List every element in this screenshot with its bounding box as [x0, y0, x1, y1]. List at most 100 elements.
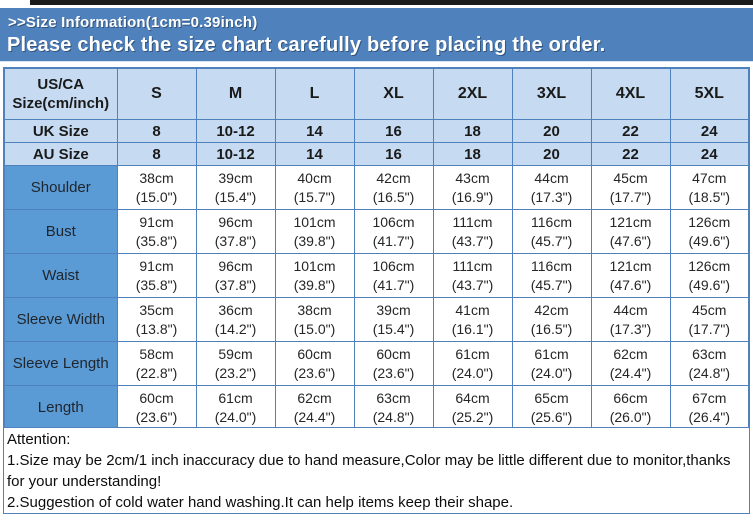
measurement-value-cell: 38cm (15.0") — [274, 297, 355, 342]
size-column-header: L — [274, 67, 355, 120]
inch-value: (45.7") — [530, 232, 573, 249]
au-size-row-value: 8 — [116, 142, 197, 166]
measurement-value-cell: 38cm (15.0") — [116, 165, 197, 210]
cm-value: 38cm — [297, 301, 332, 318]
inch-value: (43.7") — [451, 276, 494, 293]
measurement-value-cell: 35cm (13.8") — [116, 297, 197, 342]
inch-value: (39.8") — [293, 232, 336, 249]
cm-value: 39cm — [218, 169, 253, 186]
inch-value: (35.8") — [135, 232, 178, 249]
measurement-row: Sleeve Length 58cm (22.8") 59cm (23.2") 60cm (… — [3, 341, 750, 386]
cm-value: 45cm — [692, 301, 727, 318]
size-column-header: 3XL — [511, 67, 592, 120]
measurement-label: Bust — [3, 209, 118, 254]
au-size-row-value: 20 — [511, 142, 592, 166]
inch-value: (24.4") — [609, 364, 652, 381]
measurement-value-cell: 106cm (41.7") — [353, 209, 434, 254]
attention-title: Attention: — [7, 431, 71, 448]
inch-value: (22.8") — [135, 364, 178, 381]
cm-value: 106cm — [372, 257, 415, 274]
measurement-row: Sleeve Width 35cm (13.8") 36cm (14.2") 38cm (1… — [3, 297, 750, 342]
inch-value: (15.4") — [372, 320, 415, 337]
inch-value: (18.5") — [688, 188, 731, 205]
measurement-value-cell: 111cm (43.7") — [432, 209, 513, 254]
inch-value: (39.8") — [293, 276, 336, 293]
cm-value: 38cm — [139, 169, 174, 186]
measurement-value-cell: 42cm (16.5") — [511, 297, 592, 342]
cm-value: 40cm — [297, 169, 332, 186]
size-header-row: US/CA Size(cm/inch) S M L XL 2XL 3XL 4XL 5XL — [3, 67, 750, 120]
inch-value: (25.6") — [530, 408, 573, 425]
size-column-header: XL — [353, 67, 434, 120]
inch-value: (17.7") — [609, 188, 652, 205]
attention-line-1: 1.Size may be 2cm/1 inch inaccuracy due … — [7, 452, 731, 490]
cm-value: 63cm — [692, 345, 727, 362]
cm-value: 44cm — [613, 301, 648, 318]
cm-value: 96cm — [218, 257, 253, 274]
cm-value: 111cm — [452, 257, 493, 274]
cm-value: 91cm — [139, 257, 174, 274]
measurement-value-cell: 101cm (39.8") — [274, 253, 355, 298]
cm-value: 106cm — [372, 213, 415, 230]
cm-value: 62cm — [613, 345, 648, 362]
size-column-header: M — [195, 67, 276, 120]
cm-value: 41cm — [455, 301, 490, 318]
inch-value: (47.6") — [609, 276, 652, 293]
measurement-value-cell: 91cm (35.8") — [116, 209, 197, 254]
measurement-value-cell: 121cm (47.6") — [590, 253, 671, 298]
cm-value: 36cm — [218, 301, 253, 318]
measurement-row: Shoulder 38cm (15.0") 39cm (15.4") 40cm (15.7"… — [3, 165, 750, 210]
au-size-row-value: 14 — [274, 142, 355, 166]
cm-value: 42cm — [534, 301, 569, 318]
cm-value: 64cm — [455, 389, 490, 406]
inch-value: (15.0") — [293, 320, 336, 337]
cm-value: 61cm — [534, 345, 569, 362]
measurement-value-cell: 126cm (49.6") — [669, 209, 750, 254]
inch-value: (45.7") — [530, 276, 573, 293]
measurement-label: Waist — [3, 253, 118, 298]
inch-value: (15.0") — [135, 188, 178, 205]
au-size-row-value: 18 — [432, 142, 513, 166]
measurement-value-cell: 116cm (45.7") — [511, 209, 592, 254]
au-size-row-value: 16 — [353, 142, 434, 166]
measurement-value-cell: 44cm (17.3") — [590, 297, 671, 342]
cm-value: 111cm — [452, 213, 493, 230]
measurement-value-cell: 45cm (17.7") — [669, 297, 750, 342]
attention-box: Attention: 1.Size may be 2cm/1 inch inac… — [3, 427, 750, 514]
measurement-value-cell: 61cm (24.0") — [432, 341, 513, 386]
measurement-value-cell: 96cm (37.8") — [195, 253, 276, 298]
measurement-label: Length — [3, 385, 118, 431]
measurement-value-cell: 126cm (49.6") — [669, 253, 750, 298]
measurement-value-cell: 42cm (16.5") — [353, 165, 434, 210]
measurement-value-cell: 40cm (15.7") — [274, 165, 355, 210]
inch-value: (23.6") — [135, 408, 178, 425]
measurement-value-cell: 43cm (16.9") — [432, 165, 513, 210]
size-table: US/CA Size(cm/inch) S M L XL 2XL 3XL 4XL 5XL UK S… — [3, 67, 750, 431]
cm-value: 47cm — [692, 169, 727, 186]
measurement-value-cell: 64cm (25.2") — [432, 385, 513, 431]
size-column-header: 2XL — [432, 67, 513, 120]
measurement-value-cell: 58cm (22.8") — [116, 341, 197, 386]
inch-value: (41.7") — [372, 276, 415, 293]
inch-value: (23.6") — [372, 364, 415, 381]
cm-value: 101cm — [293, 257, 336, 274]
au-size-row-label: AU Size — [3, 142, 118, 166]
cm-value: 67cm — [692, 389, 727, 406]
measurement-value-cell: 91cm (35.8") — [116, 253, 197, 298]
measurement-value-cell: 41cm (16.1") — [432, 297, 513, 342]
inch-value: (49.6") — [688, 276, 731, 293]
uk-size-row-value: 20 — [511, 119, 592, 143]
uk-size-row-value: 24 — [669, 119, 750, 143]
uk-size-row-value: 16 — [353, 119, 434, 143]
measurement-value-cell: 62cm (24.4") — [274, 385, 355, 431]
cm-value: 35cm — [139, 301, 174, 318]
measurement-value-cell: 67cm (26.4") — [669, 385, 750, 431]
cm-value: 126cm — [688, 257, 731, 274]
uk-size-row-value: 10-12 — [195, 119, 276, 143]
measurement-value-cell: 111cm (43.7") — [432, 253, 513, 298]
au-size-row-value: 10-12 — [195, 142, 276, 166]
inch-value: (24.0") — [214, 408, 257, 425]
measurement-value-cell: 116cm (45.7") — [511, 253, 592, 298]
uk-size-row-value: 18 — [432, 119, 513, 143]
cm-value: 101cm — [293, 213, 336, 230]
